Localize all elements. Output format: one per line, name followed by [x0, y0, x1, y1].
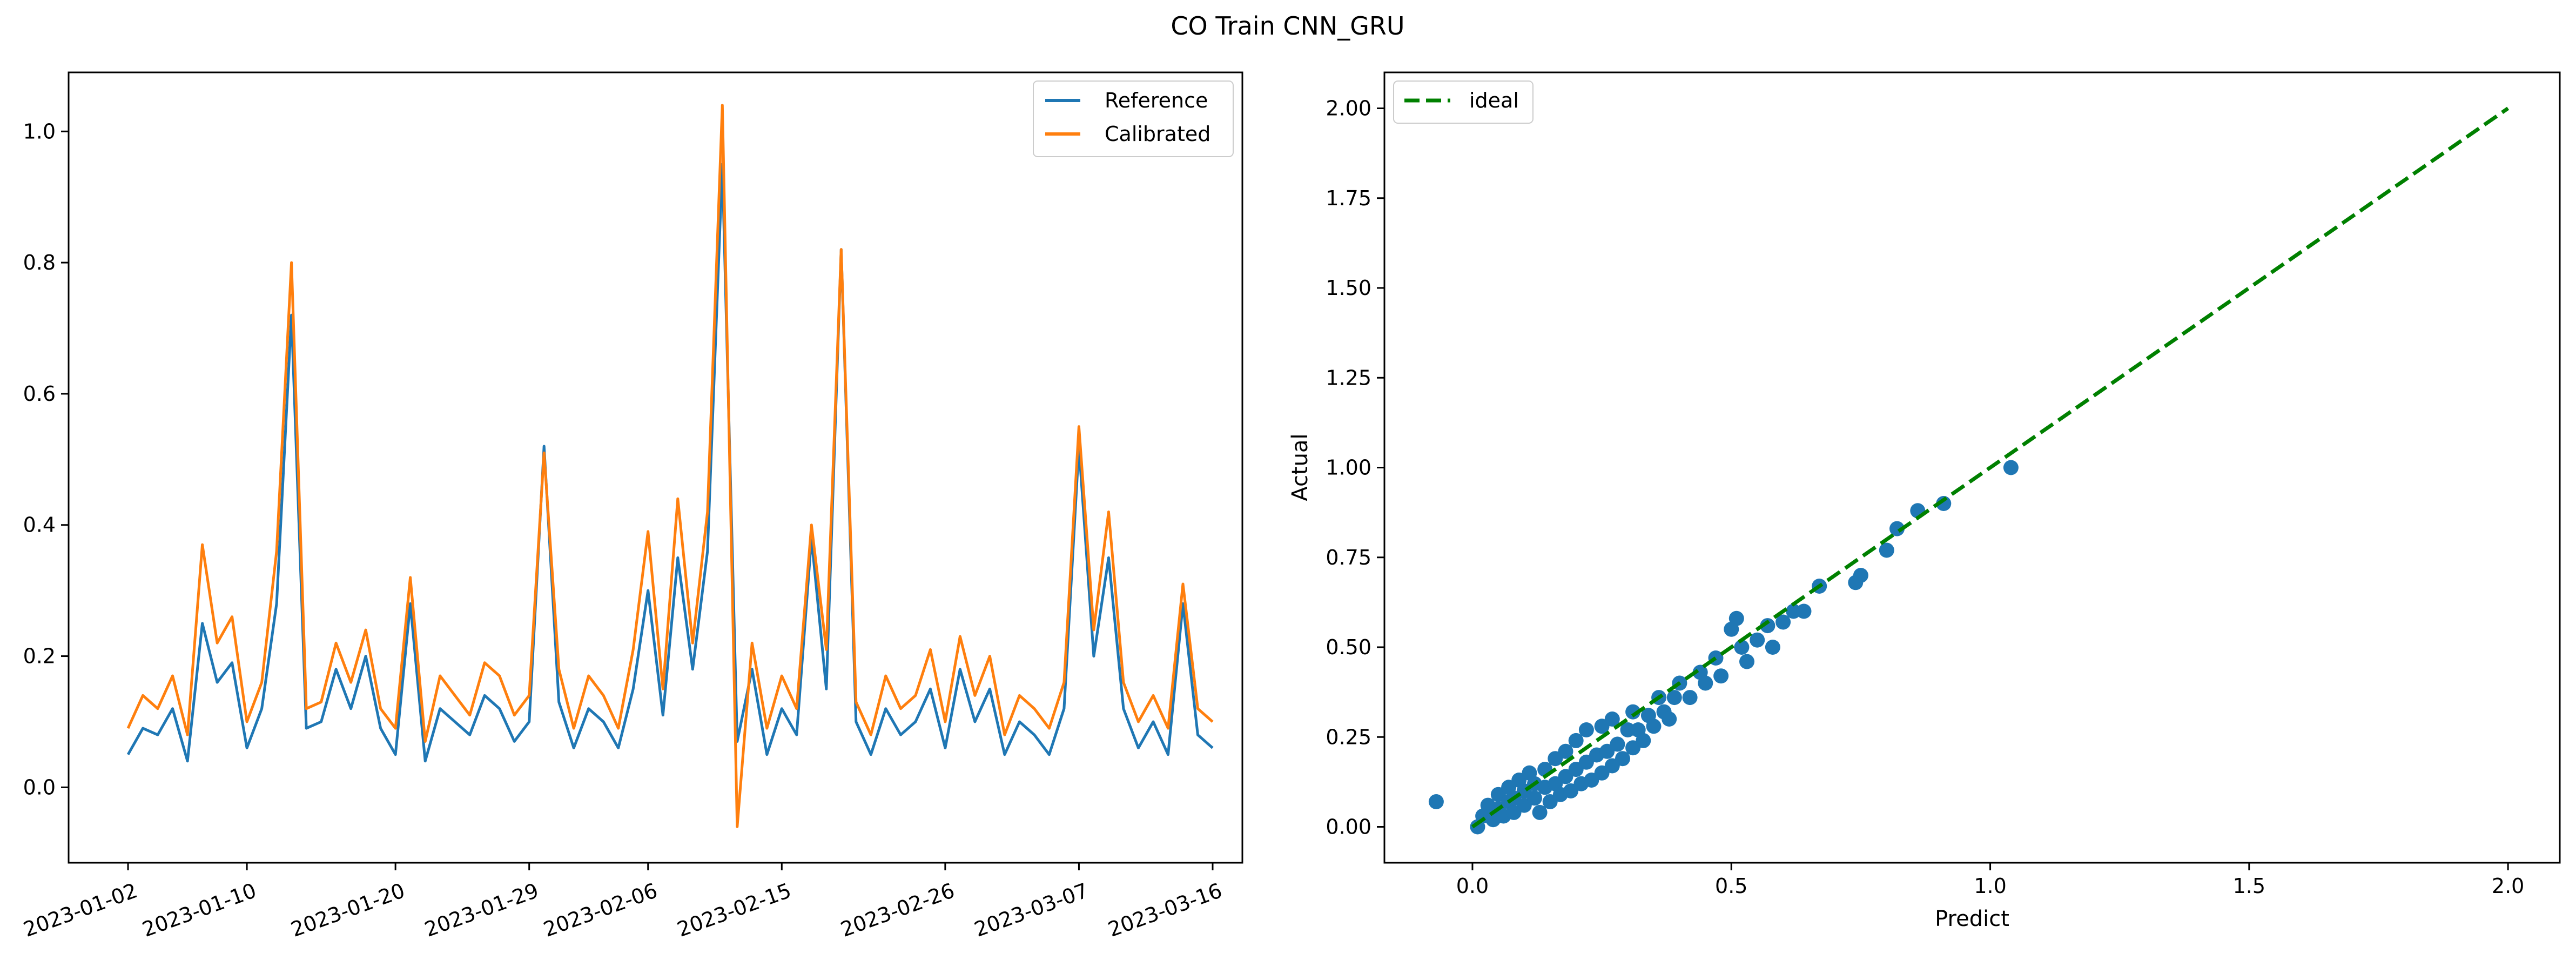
y-tick-label: 1.50	[1326, 276, 1371, 300]
x-tick-label: 2023-01-02	[21, 878, 141, 942]
x-tick-label: 2023-03-07	[971, 878, 1092, 942]
x-tick-label: 2.0	[2492, 874, 2524, 898]
scatter-point	[2003, 460, 2019, 475]
scatter-chart: 0.0 0.5 1.0 1.5 2.0 0.00 0.25 0.50 0.75 1.00 1.25…	[1288, 71, 2561, 931]
scatter-point	[1666, 690, 1682, 706]
legend-label-reference: Reference	[1105, 89, 1208, 112]
y-tick-label: 0.0	[23, 775, 56, 799]
scatter-point	[1936, 496, 1952, 511]
scatter-point	[1786, 603, 1801, 619]
x-tick-label: 2023-01-10	[139, 878, 260, 942]
scatter-point	[1734, 640, 1750, 655]
scatter-point	[1604, 711, 1620, 727]
x-tick-label: 0.5	[1715, 874, 1747, 898]
scatter-plot-area	[1383, 71, 2561, 864]
x-tick-label: 1.5	[2233, 874, 2265, 898]
x-tick-label: 2023-01-20	[288, 878, 408, 942]
scatter-point	[1558, 743, 1573, 759]
time-series-legend: Reference Calibrated	[1033, 80, 1234, 157]
scatter-point	[1532, 804, 1548, 820]
y-tick-label: 0.8	[23, 251, 56, 274]
scatter-point	[1796, 603, 1812, 619]
scatter-point	[1765, 640, 1780, 655]
x-tick-label: 2023-02-15	[674, 878, 795, 942]
y-tick-label: 0.4	[23, 513, 56, 537]
x-tick-label: 2023-02-26	[837, 878, 958, 942]
y-tick-label: 1.25	[1326, 366, 1371, 390]
x-tick-label: 2023-01-29	[421, 878, 542, 942]
scatter-y-axis-label: Actual	[1288, 433, 1313, 501]
legend-label-calibrated: Calibrated	[1105, 122, 1210, 146]
series-line-calibrated	[126, 104, 1214, 828]
scatter-point	[1853, 568, 1868, 583]
x-tick-label: 2023-03-16	[1105, 878, 1225, 942]
scatter-point	[1775, 614, 1791, 630]
scatter-point	[1527, 790, 1542, 806]
scatter-point	[1889, 521, 1905, 536]
figure-title: CO Train CNN_GRU	[1171, 11, 1404, 41]
scatter-points	[1428, 460, 2019, 835]
scatter-point	[1739, 654, 1754, 669]
x-tick-label: 1.0	[1974, 874, 2006, 898]
scatter-point	[1662, 711, 1677, 727]
y-tick-label: 1.75	[1326, 186, 1371, 210]
legend-box	[1033, 80, 1234, 157]
scatter-legend: ideal	[1393, 80, 1534, 124]
time-series-y-ticks: 0.0 0.2 0.4 0.6 0.8 1.0	[23, 119, 69, 799]
scatter-point	[1646, 719, 1662, 734]
legend-box	[1393, 80, 1534, 124]
scatter-point	[1610, 736, 1625, 752]
scatter-point	[1713, 668, 1729, 684]
y-tick-label: 1.00	[1326, 456, 1371, 480]
y-tick-label: 0.75	[1326, 546, 1371, 569]
y-tick-label: 0.25	[1326, 725, 1371, 749]
y-tick-label: 2.00	[1326, 97, 1371, 120]
scatter-point	[1625, 704, 1641, 720]
scatter-point	[1879, 542, 1894, 558]
scatter-point	[1750, 632, 1765, 648]
y-tick-label: 0.50	[1326, 635, 1371, 659]
y-tick-label: 0.2	[23, 645, 56, 668]
scatter-point	[1428, 794, 1444, 809]
scatter-point	[1698, 675, 1713, 691]
scatter-point	[1682, 690, 1698, 706]
time-series-lines	[126, 104, 1214, 828]
scatter-point	[1568, 733, 1584, 748]
y-tick-label: 1.0	[23, 119, 56, 143]
ideal-line	[1471, 106, 2510, 829]
x-tick-label: 2023-02-06	[540, 878, 661, 942]
y-tick-label: 0.00	[1326, 815, 1371, 839]
scatter-point	[1615, 751, 1630, 767]
scatter-y-ticks: 0.00 0.25 0.50 0.75 1.00 1.25 1.50 1.75 2.00	[1326, 97, 1384, 839]
series-line-reference	[126, 163, 1214, 763]
scatter-point	[1636, 733, 1651, 748]
scatter-x-axis-label: Predict	[1935, 907, 2009, 931]
scatter-point	[1578, 722, 1594, 737]
time-series-plot-area	[68, 71, 1243, 864]
scatter-x-ticks: 0.0 0.5 1.0 1.5 2.0	[1456, 863, 2524, 898]
x-tick-label: 0.0	[1456, 874, 1489, 898]
scatter-point	[1620, 722, 1636, 737]
scatter-point	[1760, 618, 1775, 634]
y-tick-label: 0.6	[23, 382, 56, 406]
scatter-point	[1728, 610, 1744, 626]
legend-label-ideal: ideal	[1469, 89, 1519, 112]
